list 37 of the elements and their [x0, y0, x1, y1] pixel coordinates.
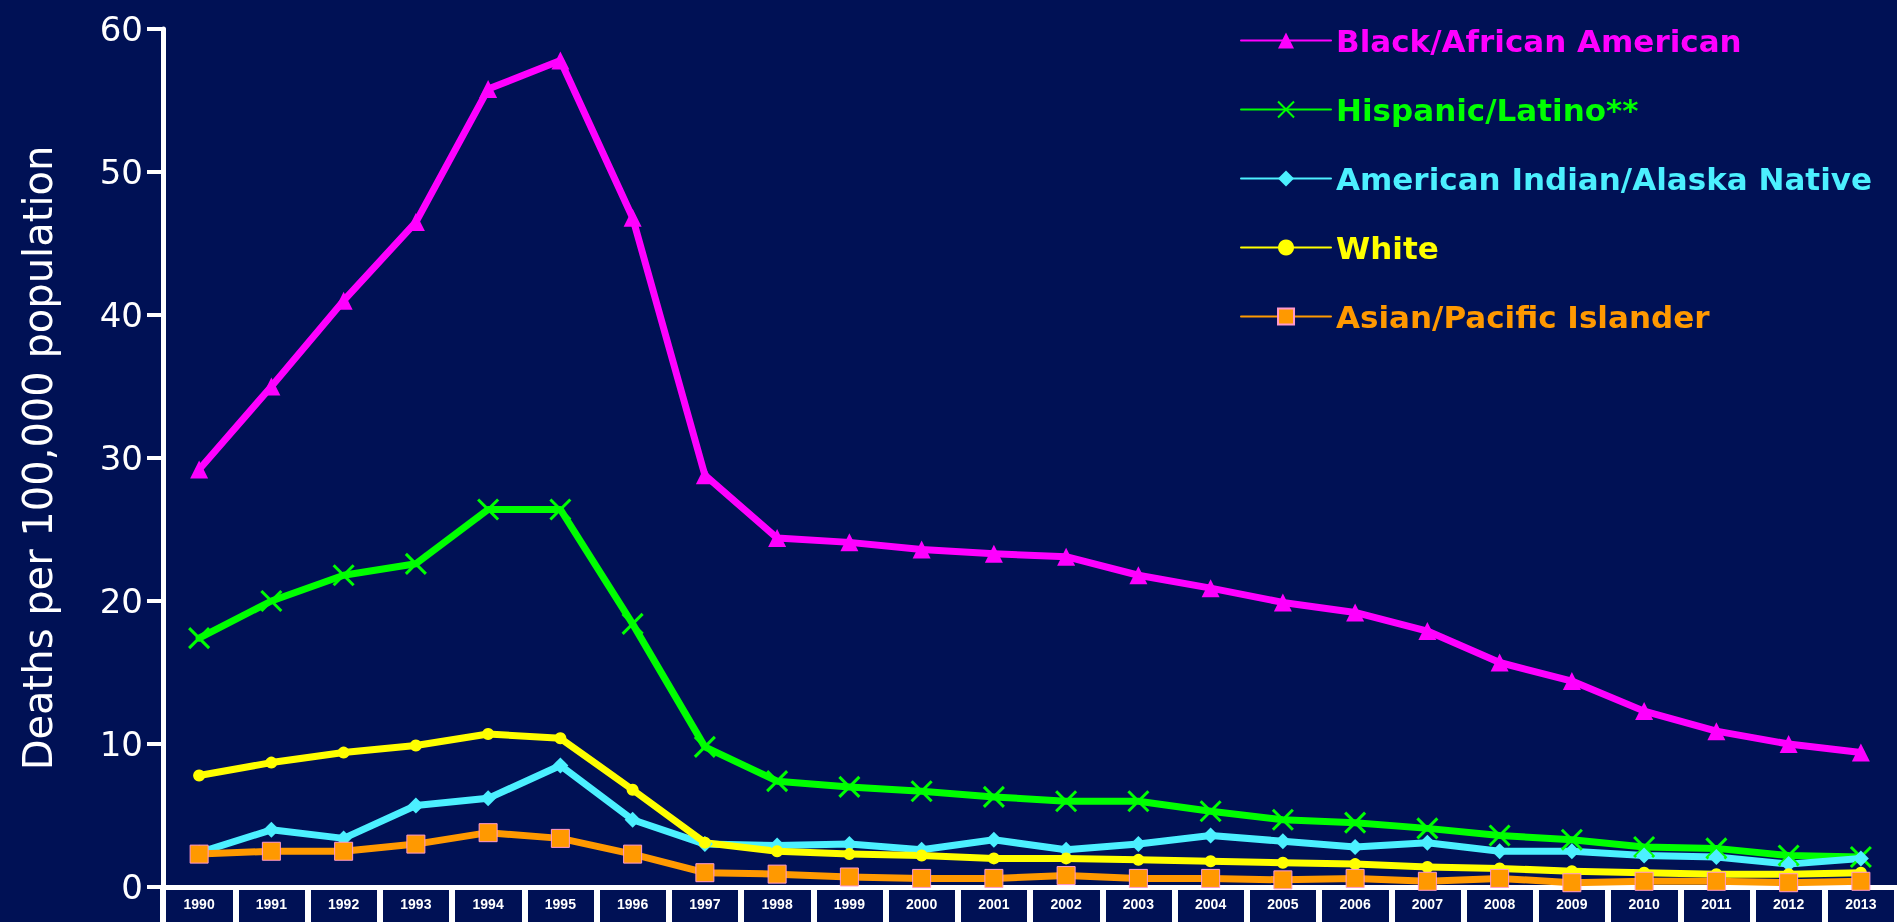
x-tick-label: 2009: [1556, 896, 1588, 912]
x-tick-label: 2006: [1339, 896, 1371, 912]
x-tick-label: 2012: [1773, 896, 1805, 912]
x-tick-label: 1999: [833, 896, 866, 912]
y-tick-label: 20: [99, 581, 143, 621]
x-tick-label: 1990: [183, 896, 215, 912]
x-tick-label: 2001: [978, 896, 1010, 912]
legend-label: White: [1336, 229, 1439, 266]
legend-label: Black/African American: [1336, 22, 1742, 59]
legend-label: Hispanic/Latino**: [1336, 91, 1639, 128]
y-tick-label: 60: [99, 9, 143, 49]
x-tick-label: 2005: [1267, 896, 1299, 912]
x-tick-label: 1995: [544, 896, 577, 912]
x-tick-label: 1998: [761, 896, 793, 912]
x-tick-label: 1993: [400, 896, 432, 912]
legend-label: Asian/Pacific Islander: [1336, 298, 1711, 335]
y-axis-title: Deaths per 100,000 population: [15, 145, 61, 771]
x-tick-label: 1997: [689, 896, 721, 912]
legend-label: American Indian/Alaska Native: [1336, 160, 1873, 197]
x-tick-label: 1992: [328, 896, 360, 912]
y-tick-label: 40: [99, 295, 143, 335]
y-tick-label: 0: [121, 867, 143, 907]
y-tick-label: 10: [99, 724, 143, 764]
x-tick-label: 2011: [1701, 896, 1732, 912]
x-tick-label: 2003: [1122, 896, 1155, 912]
x-tick-label: 2013: [1845, 896, 1877, 912]
x-tick-label: 2010: [1628, 896, 1660, 912]
y-tick-label: 30: [99, 438, 143, 478]
x-tick-label: 2004: [1195, 896, 1227, 912]
x-tick-label: 2000: [906, 896, 938, 912]
x-tick-label: 2008: [1484, 896, 1516, 912]
x-tick-label: 1991: [255, 896, 288, 912]
x-tick-label: 1996: [617, 896, 649, 912]
x-tick-label: 1994: [472, 896, 504, 912]
y-tick-label: 50: [99, 152, 143, 192]
x-tick-label: 2007: [1411, 896, 1444, 912]
x-tick-label: 2002: [1050, 896, 1082, 912]
